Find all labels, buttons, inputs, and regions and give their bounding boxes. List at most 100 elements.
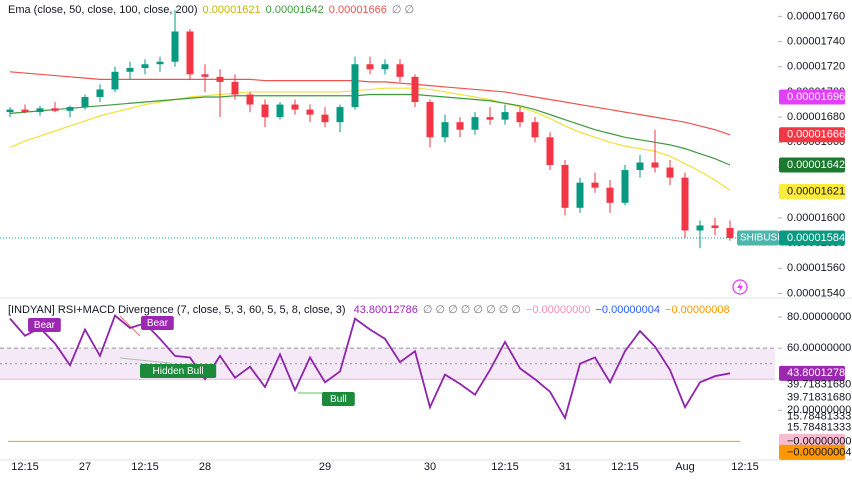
legend-value: −0.00000004 bbox=[595, 304, 661, 316]
legend-value: ∅ ∅ bbox=[391, 4, 415, 16]
candle-body bbox=[51, 108, 59, 111]
candle-body bbox=[6, 109, 14, 113]
legend-value: ∅ ∅ ∅ ∅ ∅ ∅ ∅ ∅ bbox=[422, 304, 521, 316]
divergence-line bbox=[119, 357, 171, 364]
y-tick-label: 60.00000000 bbox=[787, 342, 851, 354]
axis-badge-label: −0.00000000 bbox=[787, 435, 852, 447]
ema-line bbox=[9, 71, 731, 136]
divergence-line bbox=[119, 315, 141, 337]
price-badge bbox=[779, 230, 845, 246]
candle-body bbox=[186, 31, 194, 75]
candle-body bbox=[411, 76, 419, 103]
candle-body bbox=[636, 162, 644, 171]
axis-badge-label: 15.78481333 bbox=[787, 422, 851, 434]
price-badge bbox=[779, 183, 845, 199]
alert-icon[interactable] bbox=[732, 279, 748, 295]
indicator-title: [INDYAN] RSI+MACD Divergence (7, close, … bbox=[8, 304, 346, 316]
candle-body bbox=[171, 31, 179, 62]
y-tick-label: 0.00001600 bbox=[787, 212, 845, 224]
candle-body bbox=[696, 225, 704, 231]
candle-body bbox=[381, 64, 389, 70]
candle-body bbox=[441, 122, 449, 138]
candle-body bbox=[561, 165, 569, 208]
candle-body bbox=[711, 225, 719, 228]
candle-body bbox=[576, 182, 584, 208]
candle-body bbox=[156, 61, 164, 65]
y-tick-label: 80.00000000 bbox=[787, 311, 851, 323]
y-tick-label: 0.00001720 bbox=[787, 61, 845, 73]
candle-body bbox=[306, 109, 314, 115]
x-tick-label: 28 bbox=[199, 461, 211, 473]
x-tick-label: 12:15 bbox=[611, 461, 639, 473]
x-tick-label: Aug bbox=[675, 461, 695, 473]
symbol-badge bbox=[737, 230, 779, 246]
axis-badge-label: 39.71831680 bbox=[787, 379, 851, 391]
x-tick-label: 12:15 bbox=[731, 461, 759, 473]
candle-body bbox=[231, 81, 239, 95]
x-tick-label: 29 bbox=[319, 461, 331, 473]
price-legend: Ema (close, 50, close, 100, close, 200) 0… bbox=[8, 3, 419, 16]
candle-body bbox=[276, 104, 284, 118]
candle-body bbox=[471, 117, 479, 130]
price-badge bbox=[779, 157, 845, 173]
candle-body bbox=[66, 107, 74, 111]
legend-value: 0.00001642 bbox=[265, 4, 324, 16]
indicator-legend: [INDYAN] RSI+MACD Divergence (7, close, … bbox=[8, 303, 735, 316]
candle-body bbox=[321, 114, 329, 123]
axis-badge-label: 43.80012786 bbox=[787, 367, 851, 379]
candle-body bbox=[396, 64, 404, 77]
annotation-label: Bear bbox=[34, 320, 56, 331]
price-badge bbox=[779, 89, 845, 105]
y-tick-label: 0.00001680 bbox=[787, 111, 845, 123]
candle-body bbox=[141, 64, 149, 69]
legend-value: −0.00000008 bbox=[665, 304, 730, 316]
x-tick-label: 27 bbox=[79, 461, 91, 473]
price-badge bbox=[779, 127, 845, 143]
axis-badge-label: −0.00000004 bbox=[787, 446, 852, 458]
candle-body bbox=[261, 104, 269, 118]
candle-body bbox=[336, 107, 344, 123]
legend-value: −0.00000000 bbox=[525, 304, 591, 316]
candle-body bbox=[651, 162, 659, 168]
x-tick-label: 12:15 bbox=[131, 461, 159, 473]
candle-body bbox=[351, 64, 359, 108]
x-tick-label: 12:15 bbox=[491, 461, 519, 473]
axis-badge bbox=[779, 365, 845, 381]
y-tick-label: 0.00001740 bbox=[787, 35, 845, 47]
candle-body bbox=[591, 182, 599, 188]
y-tick-label: 0.00001540 bbox=[787, 287, 845, 299]
candle-body bbox=[21, 109, 29, 113]
annotation-box bbox=[141, 316, 174, 330]
candle-body bbox=[201, 74, 209, 77]
legend-value: 43.80012786 bbox=[353, 304, 418, 316]
annotation-label: Bull bbox=[330, 394, 347, 405]
candle-body bbox=[111, 71, 119, 90]
candle-body bbox=[246, 94, 254, 105]
ema-line bbox=[9, 87, 731, 191]
y-tick-label: 20.00000000 bbox=[787, 404, 851, 416]
candle-body bbox=[81, 96, 89, 108]
indicator-title: Ema (close, 50, close, 100, close, 200) bbox=[8, 4, 198, 16]
axis-badge-label: 39.71831680 bbox=[787, 392, 851, 404]
x-tick-label: 30 bbox=[424, 461, 436, 473]
candle-body bbox=[216, 76, 224, 82]
legend-value: 0.00001666 bbox=[328, 4, 387, 16]
candle-body bbox=[456, 122, 464, 130]
symbol-label: SHIBUSD bbox=[740, 233, 784, 244]
annotation-label: Hidden Bull bbox=[153, 366, 204, 377]
candle-body bbox=[621, 170, 629, 203]
annotation-label: Bear bbox=[147, 318, 169, 329]
price-badge-label: 0.00001621 bbox=[787, 185, 845, 197]
rsi-line bbox=[9, 314, 731, 421]
candle-body bbox=[426, 102, 434, 138]
candle-body bbox=[606, 187, 614, 203]
annotation-box bbox=[28, 318, 61, 332]
x-tick-label: 12:15 bbox=[11, 461, 39, 473]
candle-body bbox=[126, 68, 134, 72]
price-badge-label: 0.00001584 bbox=[787, 232, 845, 244]
y-tick-label: 0.00001760 bbox=[787, 10, 845, 22]
candle-body bbox=[516, 112, 524, 123]
price-badge-label: 0.00001642 bbox=[787, 159, 845, 171]
